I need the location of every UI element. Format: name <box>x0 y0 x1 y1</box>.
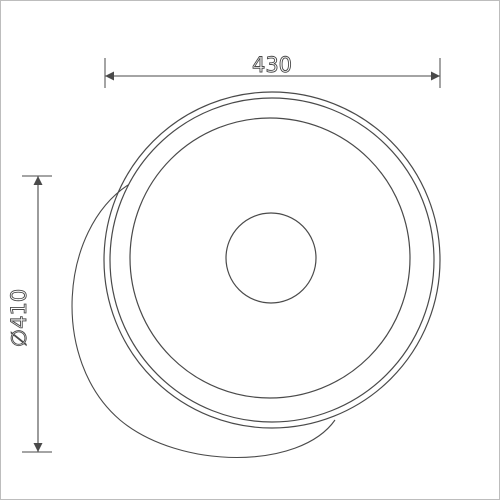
drain-outline <box>225 212 317 304</box>
back-rim-outline <box>71 184 336 458</box>
diameter-dimension-label: ∅410 <box>7 289 31 347</box>
outer-rim <box>103 91 441 429</box>
bowl-outline <box>129 117 411 399</box>
outer-rim-inner-edge <box>109 97 435 423</box>
width-dimension-label: 430 <box>252 53 292 77</box>
